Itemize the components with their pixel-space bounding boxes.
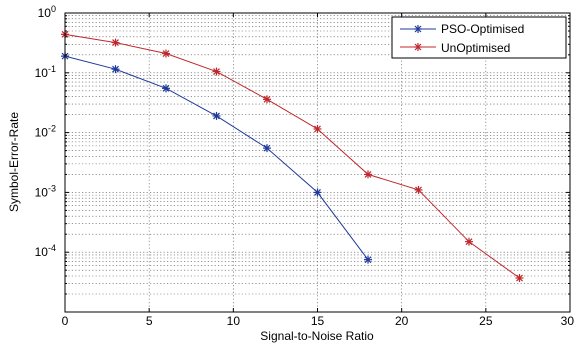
data-point xyxy=(263,144,271,153)
x-tick-label: 25 xyxy=(479,314,493,328)
legend-box xyxy=(391,16,567,59)
legend-marker-pso xyxy=(414,25,422,33)
data-point xyxy=(111,65,120,74)
marker-stroke xyxy=(263,144,271,152)
x-tick-label: 0 xyxy=(62,314,69,328)
marker-stroke xyxy=(414,25,422,33)
data-point xyxy=(313,124,322,133)
y-tick-label: 10-4 xyxy=(35,243,56,259)
marker-stroke xyxy=(364,170,372,178)
marker-stroke xyxy=(213,112,220,120)
legend-marker-unoptimised xyxy=(414,43,422,51)
x-tick-label: 20 xyxy=(395,314,409,328)
x-tick-label: 15 xyxy=(311,314,325,328)
legend-label-unoptimised: UnOptimised xyxy=(441,41,510,55)
y-tick-exponent: -2 xyxy=(48,124,56,134)
marker-stroke xyxy=(314,125,321,133)
marker-stroke xyxy=(213,68,220,75)
legend: PSO-Optimised UnOptimised xyxy=(391,16,567,59)
marker-stroke xyxy=(414,43,422,51)
y-tick-base: 10 xyxy=(35,66,49,80)
x-tick-label: 30 xyxy=(561,314,574,328)
data-point xyxy=(364,255,372,264)
marker-stroke xyxy=(415,186,422,194)
data-point xyxy=(263,95,271,104)
legend-label-pso: PSO-Optimised xyxy=(441,22,524,36)
y-tick-exponent: -3 xyxy=(48,183,56,193)
series-line-1 xyxy=(64,33,520,279)
x-axis-label: Signal-to-Noise Ratio xyxy=(260,329,374,343)
x-tick-label: 5 xyxy=(146,314,153,328)
data-point xyxy=(212,111,221,120)
y-tick-exponent: -4 xyxy=(48,243,56,253)
legend-asterisk xyxy=(414,25,422,33)
y-tick-label: 10-2 xyxy=(35,124,56,140)
y-tick-label: 100 xyxy=(38,4,56,20)
marker-stroke xyxy=(162,50,170,57)
marker-stroke xyxy=(112,65,119,73)
y-tick-base: 10 xyxy=(35,185,49,199)
y-tick-base: 10 xyxy=(35,245,49,259)
marker-stroke xyxy=(364,256,372,264)
data-point xyxy=(111,38,120,47)
data-point xyxy=(313,188,322,197)
ticks xyxy=(64,13,571,312)
x-tick-label: 10 xyxy=(227,314,241,328)
data-point xyxy=(465,237,473,246)
data-point xyxy=(414,185,423,194)
y-tick-label: 10-3 xyxy=(35,183,56,199)
marker-stroke xyxy=(162,84,170,92)
y-tick-exponent: -1 xyxy=(48,64,56,74)
legend-asterisk xyxy=(414,43,422,51)
y-tick-label: 10-1 xyxy=(35,64,56,80)
y-tick-exponent: 0 xyxy=(51,4,56,14)
marker-stroke xyxy=(465,238,473,246)
marker-stroke xyxy=(112,39,119,47)
y-axis-label: Symbol-Error-Rate xyxy=(7,112,21,212)
marker-stroke xyxy=(263,95,271,103)
data-point xyxy=(515,274,524,283)
marker-stroke xyxy=(516,274,523,282)
data-point xyxy=(162,49,170,58)
y-tick-base: 10 xyxy=(35,126,49,140)
y-tick-base: 10 xyxy=(38,6,52,20)
data-point xyxy=(162,84,170,93)
data-point xyxy=(364,170,372,179)
data-point xyxy=(212,67,221,76)
marker-stroke xyxy=(314,188,321,196)
